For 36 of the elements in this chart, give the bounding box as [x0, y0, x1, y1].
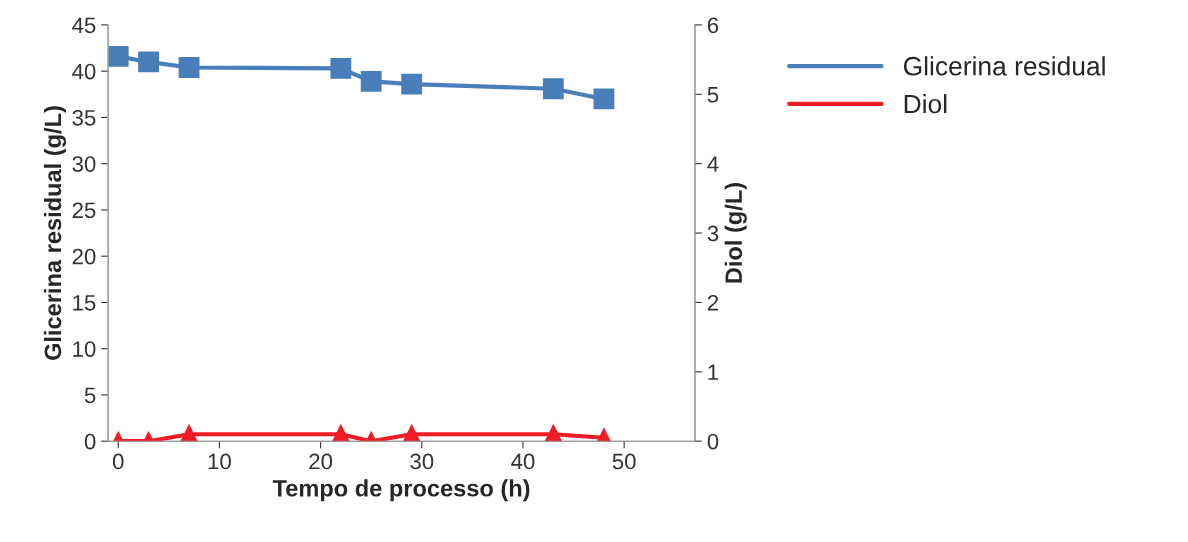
y-tick-label: 20 [72, 248, 96, 265]
point [138, 51, 159, 73]
y-tick-label: 35 [72, 109, 96, 126]
y2-tick-label: 0 [707, 433, 719, 450]
y2-tick-label: 1 [708, 364, 719, 380]
x-tick-label: 50 [612, 453, 636, 470]
y-tick-label: 0 [84, 433, 96, 450]
x-axis-title: Tempo de processo (h) [272, 479, 530, 502]
point [108, 45, 129, 67]
point [360, 70, 382, 92]
legend-label: Glicerina residual [903, 56, 1105, 76]
y-tick-label: 45 [72, 17, 96, 34]
y-tick-label: 15 [73, 295, 96, 311]
x-tick-label: 10 [208, 453, 231, 470]
x-tick-label: 20 [309, 453, 333, 470]
x-tick-label: 0 [112, 453, 124, 470]
point [330, 57, 352, 79]
y2-tick-label: 4 [707, 156, 719, 172]
legend-label: Diol [904, 93, 947, 114]
y2-tick-label: 3 [707, 225, 719, 242]
y2-axis-title: Diol (g/L) [724, 183, 747, 283]
point [178, 57, 200, 78]
point [542, 78, 564, 100]
y-tick-label: 30 [72, 156, 96, 172]
y2-tick-label: 2 [707, 294, 719, 311]
y-tick-label: 25 [72, 202, 96, 219]
y-tick-label: 40 [72, 63, 96, 80]
y2-tick-label: 5 [707, 87, 719, 103]
x-tick-label: 40 [511, 453, 535, 470]
y-tick-label: 10 [73, 341, 96, 357]
y2-tick-label: 6 [707, 17, 719, 34]
point [401, 73, 423, 95]
y-axis-title: Glicerina residual (g/L) [43, 106, 67, 360]
x-tick-label: 30 [410, 453, 434, 470]
y-tick-label: 5 [84, 387, 96, 404]
point [593, 88, 615, 110]
